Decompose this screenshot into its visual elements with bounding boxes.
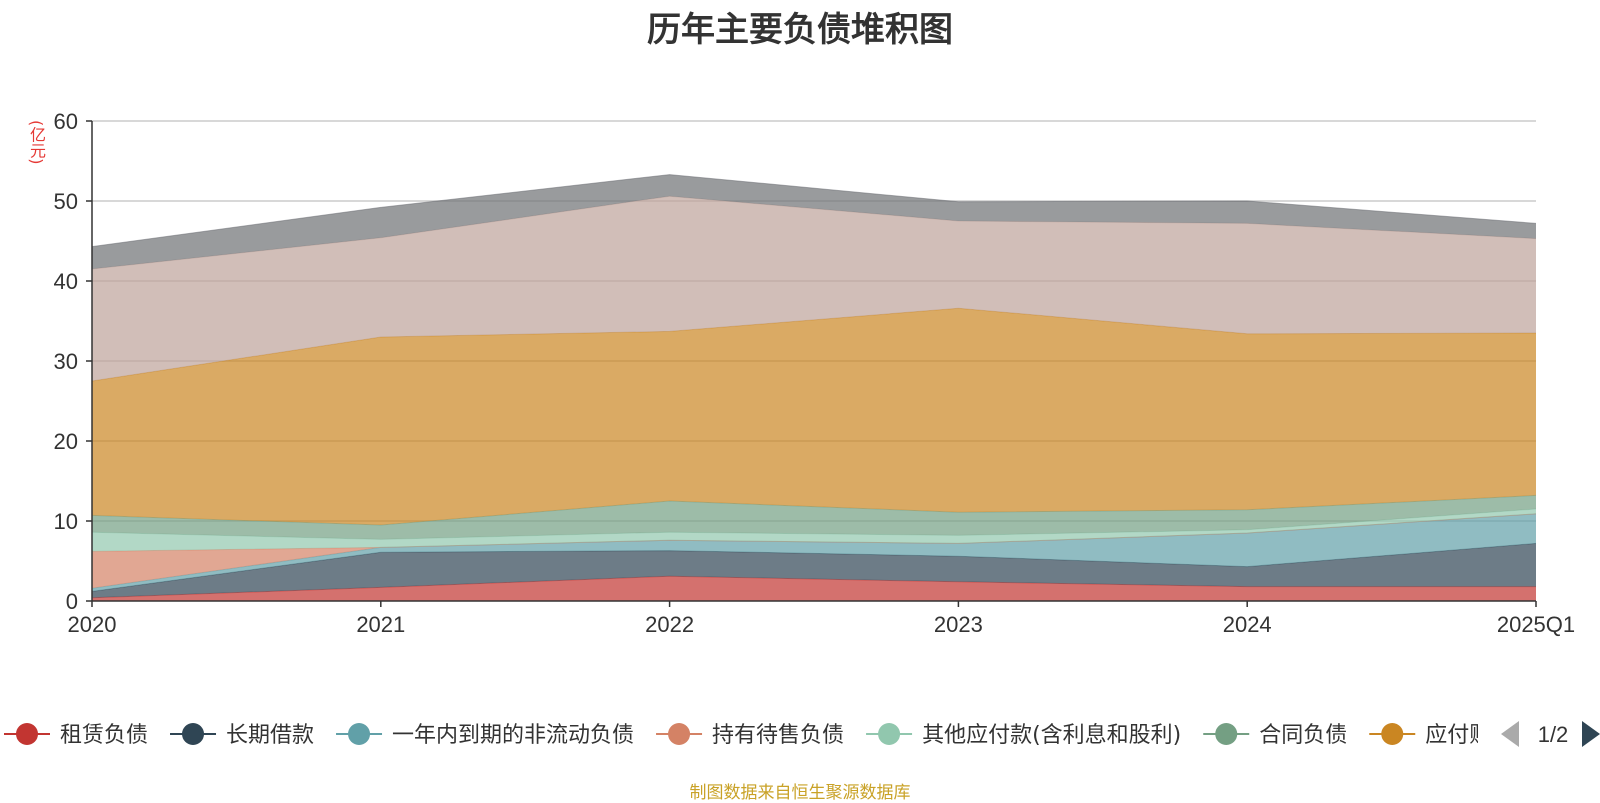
legend-label: 其他应付款(含利息和股利) [922,723,1181,748]
legend-label: 长期借款 [226,723,314,748]
area-series-7 [92,196,1536,381]
x-tick-label: 2022 [645,612,694,637]
legend-label: 合同负债 [1259,723,1347,748]
legend-marker [1215,723,1238,745]
legend-label: 租赁负债 [60,723,148,748]
chart-title: 历年主要负债堆积图 [647,10,953,50]
y-tick-label: 20 [54,429,78,454]
legend-page-indicator: 1/2 [1538,722,1569,747]
x-tick-label: 2025Q1 [1497,612,1575,637]
x-tick-label: 2024 [1223,612,1272,637]
area-series-5 [92,495,1536,540]
area-line-series-8 [91,174,1537,248]
y-tick-label: 30 [54,349,78,374]
axis-layer: 0 10 20 30 40 50 60 2020 2021 2022 2023 2024 2025Q1 [54,109,1576,637]
legend-label: 应付账款 [1425,723,1513,748]
y-tick-label: 60 [54,109,78,134]
legend: 租赁负债 长期借款 一年内到期的非流动负债 持有待售负债 其他应付款(含利息和股利) 合同… [4,723,1513,748]
x-tick-label: 2023 [934,612,983,637]
legend-marker [348,723,371,745]
legend-label: 一年内到期的非流动负债 [392,723,634,748]
y-tick-label: 40 [54,269,78,294]
legend-item-0[interactable]: 租赁负债 [4,723,148,748]
legend-item-2[interactable]: 一年内到期的非流动负债 [336,723,634,748]
legend-item-3[interactable]: 持有待售负债 [656,723,844,748]
area-series-4 [92,509,1536,552]
data-source-note: 制图数据来自恒生聚源数据库 [689,783,911,803]
legend-marker [1381,723,1404,745]
area-series-0 [92,576,1536,601]
legend-marker [668,723,691,745]
legend-item-5[interactable]: 合同负债 [1203,723,1347,748]
y-tick-label: 50 [54,189,78,214]
area-series-6 [92,308,1536,525]
legend-marker [878,723,901,745]
area-layer [91,174,1537,601]
y-tick-label: 10 [54,509,78,534]
y-tick-label: 0 [66,589,78,614]
area-series-2 [92,513,1536,592]
y-axis-unit-label: (亿元) [27,120,46,165]
x-tick-label: 2021 [356,612,405,637]
legend-prev-page-icon[interactable] [1501,721,1519,747]
legend-item-6[interactable]: 应付账款 [1369,723,1513,748]
x-tick-label: 2020 [68,612,117,637]
area-series-1 [92,543,1536,598]
legend-label: 持有待售负债 [712,723,844,748]
legend-next-page-icon[interactable] [1582,721,1600,747]
legend-item-1[interactable]: 长期借款 [170,723,314,748]
legend-marker [16,723,38,745]
legend-marker [182,723,205,745]
area-series-8 [92,174,1536,269]
legend-item-4[interactable]: 其他应付款(含利息和股利) [866,723,1181,748]
